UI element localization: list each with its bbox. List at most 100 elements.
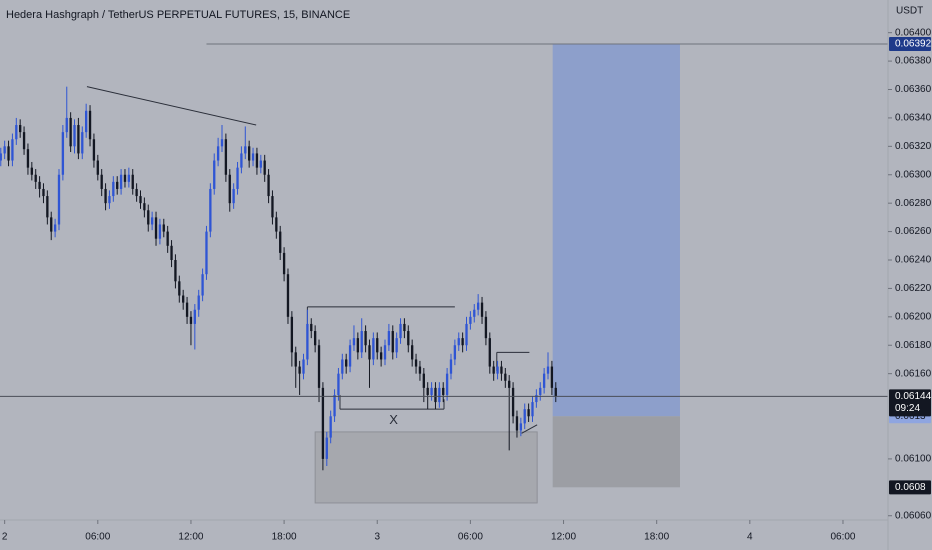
candle-body bbox=[391, 331, 394, 353]
candle-body bbox=[279, 231, 282, 253]
candle-body bbox=[150, 217, 154, 225]
candle-body bbox=[442, 387, 445, 395]
candle-body bbox=[178, 281, 181, 296]
candle-body bbox=[310, 323, 313, 332]
candle-body bbox=[531, 402, 534, 417]
candle-body bbox=[255, 153, 259, 168]
x-tick-label: 2 bbox=[2, 532, 8, 543]
candle-body bbox=[426, 387, 429, 395]
candle-body bbox=[317, 345, 321, 388]
x-tick-label: 06:00 bbox=[830, 532, 855, 543]
candle-body bbox=[527, 409, 530, 417]
candle-body bbox=[492, 366, 495, 374]
candle-body bbox=[77, 125, 80, 154]
x-tick-label: 12:00 bbox=[551, 532, 576, 543]
candle-body bbox=[271, 196, 274, 218]
candle-body bbox=[434, 387, 437, 403]
candle-body bbox=[170, 245, 173, 260]
y-tick-label: 0.06400 bbox=[895, 27, 932, 38]
candle-body bbox=[348, 345, 352, 367]
stop-label: 0.0608 bbox=[895, 482, 926, 493]
candle-body bbox=[22, 132, 26, 150]
candle-body bbox=[461, 338, 464, 346]
currency-label: USDT bbox=[896, 6, 923, 17]
candle-body bbox=[3, 146, 6, 154]
stop-label-box bbox=[889, 480, 931, 495]
candle-body bbox=[244, 146, 247, 154]
candle-body bbox=[57, 174, 61, 225]
candle-body bbox=[88, 110, 92, 140]
candle-body bbox=[438, 387, 441, 403]
x-tick-label: 06:00 bbox=[85, 532, 110, 543]
candle-body bbox=[228, 174, 231, 204]
chart-title: Hedera Hashgraph / TetherUS PERPETUAL FU… bbox=[6, 9, 350, 21]
candle-body bbox=[251, 153, 255, 161]
candle-body bbox=[197, 295, 200, 310]
candle-body bbox=[395, 338, 398, 353]
target-label-box bbox=[889, 37, 931, 52]
candle-body bbox=[418, 366, 422, 374]
candle-body bbox=[457, 338, 460, 346]
candle-body bbox=[7, 146, 10, 161]
candle-body bbox=[290, 316, 294, 353]
candle-body bbox=[496, 366, 499, 374]
candle-body bbox=[422, 373, 425, 388]
candle-body bbox=[216, 146, 220, 161]
candle-body bbox=[53, 224, 57, 232]
target-label: 0.06392 bbox=[895, 39, 932, 50]
candle-body bbox=[154, 217, 158, 239]
candle-body bbox=[383, 345, 387, 360]
candle-body bbox=[143, 203, 146, 211]
candle-body bbox=[193, 309, 196, 324]
candle-body bbox=[515, 416, 519, 431]
candle-body bbox=[379, 352, 383, 360]
candle-body bbox=[519, 423, 523, 431]
y-tick-label: 0.06360 bbox=[895, 84, 932, 95]
candle-body bbox=[368, 345, 371, 360]
candle-body bbox=[313, 331, 317, 346]
candle-body bbox=[100, 174, 103, 189]
candle-body bbox=[162, 224, 165, 232]
candle-body bbox=[484, 316, 488, 339]
candle-body bbox=[508, 380, 511, 388]
candle-body bbox=[116, 181, 119, 189]
candle-body bbox=[263, 160, 266, 175]
candle-body bbox=[11, 139, 14, 161]
candle-body bbox=[174, 260, 177, 282]
y-tick-label: 0.06160 bbox=[895, 368, 932, 379]
candle-body bbox=[166, 231, 169, 246]
candle-body bbox=[546, 366, 550, 374]
candle-body bbox=[26, 149, 30, 168]
y-tick-label: 0.06280 bbox=[895, 198, 932, 209]
candle-body bbox=[267, 174, 270, 197]
candle-body bbox=[182, 295, 185, 303]
candle-body bbox=[38, 181, 41, 189]
candle-body bbox=[465, 323, 468, 346]
candle-body bbox=[504, 373, 507, 381]
y-tick-label: 0.06220 bbox=[895, 283, 932, 294]
candle-body bbox=[294, 352, 297, 367]
candle-body bbox=[364, 331, 367, 346]
candle-body bbox=[224, 139, 228, 175]
candle-body bbox=[84, 110, 88, 133]
profit-zone bbox=[552, 44, 680, 417]
candle-body bbox=[201, 274, 204, 296]
y-tick-label: 0.06300 bbox=[895, 169, 932, 180]
candle-body bbox=[236, 167, 239, 189]
candle-body bbox=[131, 174, 134, 189]
candle-body bbox=[65, 117, 68, 133]
y-tick-label: 0.06060 bbox=[895, 510, 932, 521]
x-tick-label: 06:00 bbox=[458, 532, 483, 543]
y-tick-label: 0.06100 bbox=[895, 454, 932, 465]
candle-body bbox=[298, 366, 301, 374]
candle-body bbox=[112, 181, 115, 197]
candle-body bbox=[449, 359, 453, 374]
candle-body bbox=[81, 132, 84, 154]
candle-body bbox=[19, 125, 22, 133]
candle-body bbox=[259, 160, 262, 168]
candle-body bbox=[345, 359, 348, 367]
candle-body bbox=[376, 338, 379, 353]
candle-body bbox=[189, 316, 193, 324]
trendline bbox=[86, 86, 257, 126]
